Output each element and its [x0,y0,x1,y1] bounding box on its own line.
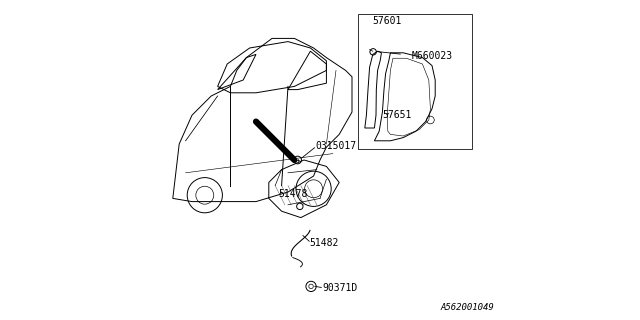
Bar [358,14,472,149]
Text: 90371D: 90371D [323,283,358,293]
Text: 57651: 57651 [383,110,412,120]
Text: 57601: 57601 [372,16,402,26]
Text: M660023: M660023 [412,51,452,61]
Text: 51478: 51478 [278,188,308,199]
Text: A562001049: A562001049 [440,303,493,312]
Text: 51482: 51482 [310,238,339,248]
Text: 0315017: 0315017 [315,140,356,151]
